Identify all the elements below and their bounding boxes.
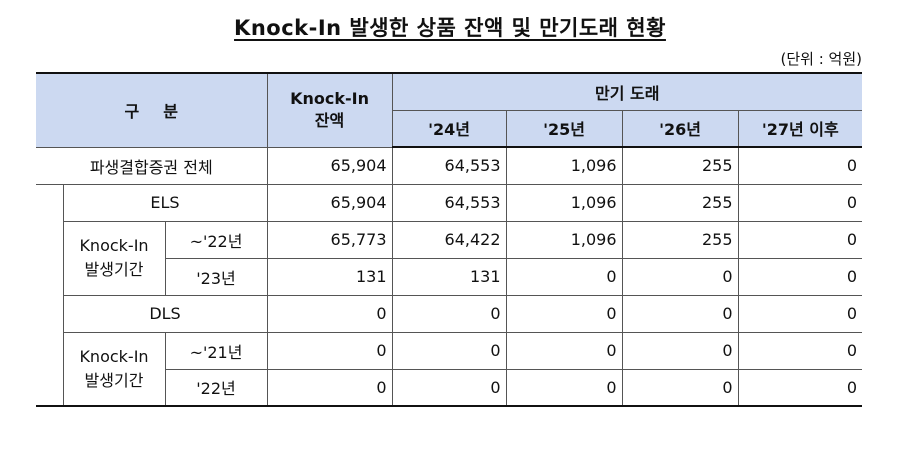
- group-line1: Knock-In: [79, 346, 149, 366]
- cell-balance: 0: [266, 331, 393, 370]
- category-header: 구분: [36, 72, 268, 148]
- indent-spacer: [36, 295, 64, 407]
- cell-26: 0: [621, 331, 739, 370]
- table-row-els-22: Knock-In 발생기간 ~'22년 65,773 64,422 1,096 …: [36, 220, 863, 296]
- knockin-period-label: Knock-In 발생기간: [62, 331, 166, 407]
- cell-26: 0: [621, 257, 739, 296]
- cell-24: 64,553: [391, 146, 507, 185]
- knockin-period-label: Knock-In 발생기간: [62, 220, 166, 296]
- group-line1: Knock-In: [79, 236, 149, 255]
- row-label: '23년: [164, 257, 268, 296]
- table-row-total: 파생결합증권 전체 65,904 64,553 1,096 255 0: [36, 146, 863, 185]
- balance-header-line1: Knock-In: [290, 89, 369, 109]
- page-title: Knock-In 발생한 상품 잔액 및 만기도래 현황: [234, 16, 666, 40]
- balance-header-line2: 잔액: [314, 111, 345, 131]
- cell-24: 64,422: [391, 220, 507, 259]
- cell-27plus: 0: [737, 183, 863, 222]
- cell-balance: 65,773: [266, 220, 393, 259]
- table-row-dls: DLS 0 0 0 0 0: [36, 294, 863, 407]
- year-header-27plus: '27년 이후: [737, 109, 863, 148]
- row-label: ~'21년: [164, 331, 268, 370]
- cell-25: 0: [505, 257, 623, 296]
- group-line2: 발생기간: [84, 260, 144, 279]
- cell-24: 0: [391, 368, 507, 407]
- cell-27plus: 0: [737, 368, 863, 407]
- cell-26: 255: [621, 183, 739, 222]
- year-header-24: '24년: [391, 109, 507, 148]
- table-row-els: ELS 65,904 64,553 1,096 255 0: [36, 183, 863, 295]
- maturity-header: 만기 도래: [391, 72, 863, 111]
- cell-25: 1,096: [505, 183, 623, 222]
- table-row-dls-21: Knock-In 발생기간 ~'21년 0 0 0 0 0: [36, 331, 863, 407]
- cell-27plus: 0: [737, 331, 863, 370]
- unit-label: (단위 : 억원): [780, 50, 863, 68]
- balance-header: Knock-In 잔액: [266, 72, 393, 148]
- cell-25: 1,096: [505, 220, 623, 259]
- cell-25: 0: [505, 331, 623, 370]
- cell-25: 1,096: [505, 146, 623, 185]
- row-label: 파생결합증권 전체: [36, 146, 268, 185]
- cell-27plus: 0: [737, 257, 863, 296]
- cell-26: 255: [621, 146, 739, 185]
- cell-27plus: 0: [737, 220, 863, 259]
- cell-27plus: 0: [737, 294, 863, 333]
- cell-24: 0: [391, 331, 507, 370]
- table-row-dls-22: '22년 0 0 0 0 0: [36, 368, 863, 407]
- header-years-row: '24년 '25년 '26년 '27년 이후: [36, 109, 863, 148]
- cell-24: 64,553: [391, 183, 507, 222]
- cell-27plus: 0: [737, 146, 863, 185]
- group-line2: 발생기간: [84, 370, 144, 390]
- indent-spacer: [36, 184, 64, 295]
- header-row: 구분 Knock-In 잔액 만기 도래: [36, 72, 863, 148]
- cell-25: 0: [505, 368, 623, 407]
- year-header-26: '26년: [621, 109, 739, 148]
- cell-balance: 0: [266, 368, 393, 407]
- cell-26: 0: [621, 368, 739, 407]
- row-label: ~'22년: [164, 220, 268, 259]
- cell-balance: 65,904: [266, 146, 393, 185]
- cell-24: 131: [391, 257, 507, 296]
- cell-balance: 0: [266, 294, 393, 333]
- table-row-els-23: '23년 131 131 0 0 0: [36, 257, 863, 296]
- row-label: DLS: [62, 294, 268, 333]
- cell-25: 0: [505, 294, 623, 333]
- cell-26: 0: [621, 294, 739, 333]
- row-label: ELS: [62, 183, 268, 222]
- cell-balance: 65,904: [266, 183, 393, 222]
- cell-26: 255: [621, 220, 739, 259]
- maturity-table: 구분 Knock-In 잔액 만기 도래 '24년 '25년 '26년 '27년…: [36, 72, 863, 407]
- year-header-25: '25년: [505, 109, 623, 148]
- cell-balance: 131: [266, 257, 393, 296]
- row-label: '22년: [164, 368, 268, 407]
- cell-24: 0: [391, 294, 507, 333]
